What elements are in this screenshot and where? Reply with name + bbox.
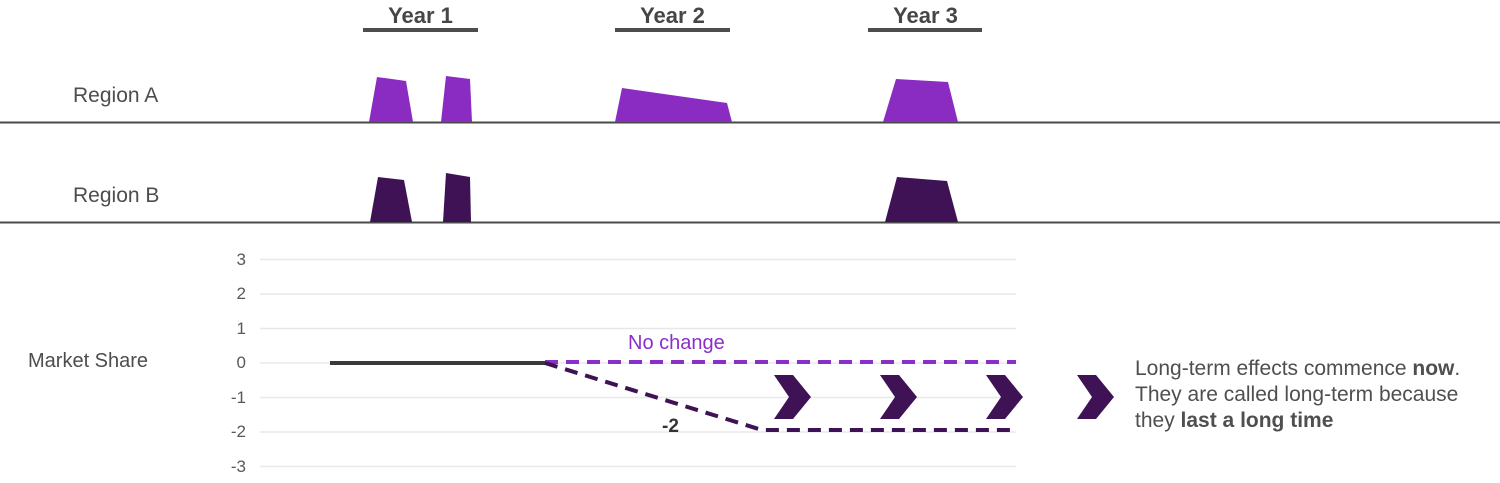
region-a-pulse-year1-second <box>441 76 472 122</box>
year3-label: Year 3 <box>893 3 958 28</box>
note-line3-bold: last a long time <box>1180 409 1334 432</box>
note-line2-text: They are called long-term because <box>1135 383 1459 406</box>
region-a-label: Region A <box>73 84 159 107</box>
long-term-effect-dashed-line <box>544 361 1016 432</box>
chevron-right-icon <box>880 375 917 419</box>
region-b-label: Region B <box>73 184 160 207</box>
region-a-pulse-year2 <box>615 88 732 122</box>
ytick-1: 1 <box>236 318 246 338</box>
year3-underline <box>868 28 982 32</box>
note-line1-period: . <box>1454 357 1461 380</box>
year1-label: Year 1 <box>388 3 453 28</box>
year1-underline <box>363 28 478 32</box>
ytick-neg3: -3 <box>230 456 246 476</box>
ytick-neg1: -1 <box>230 387 246 407</box>
year2-label: Year 2 <box>640 3 705 28</box>
ytick-neg2: -2 <box>230 422 246 441</box>
note-line-3: they last a long time <box>1135 408 1500 434</box>
region-b-pulse-year1-second <box>443 173 471 222</box>
ytick-2: 2 <box>236 284 246 303</box>
market-share-label: Market Share <box>28 350 149 372</box>
note-line1-bold: now <box>1412 357 1455 380</box>
chevron-right-icon <box>774 375 811 419</box>
year2-underline <box>615 28 730 32</box>
minus2-annotation: -2 <box>662 416 679 437</box>
region-a-pulse-year1-first <box>369 77 413 122</box>
long-term-effects-note: Long-term effects commence now. They are… <box>1135 356 1500 434</box>
region-a-pulse-year3 <box>883 79 958 122</box>
ytick-0: 0 <box>236 353 246 372</box>
no-change-annotation: No change <box>628 332 725 354</box>
ytick-3: 3 <box>236 249 246 269</box>
note-line1-text: Long-term effects commence <box>1135 357 1413 380</box>
region-b-pulse-year3 <box>885 177 958 222</box>
chevron-right-icon <box>1077 375 1114 419</box>
region-b-pulse-year1-first <box>370 177 412 222</box>
chevron-right-icon <box>986 375 1023 419</box>
note-line3-text: they <box>1135 409 1181 432</box>
note-line-2: They are called long-term because <box>1135 382 1500 408</box>
note-line-1: Long-term effects commence now. <box>1135 356 1500 382</box>
